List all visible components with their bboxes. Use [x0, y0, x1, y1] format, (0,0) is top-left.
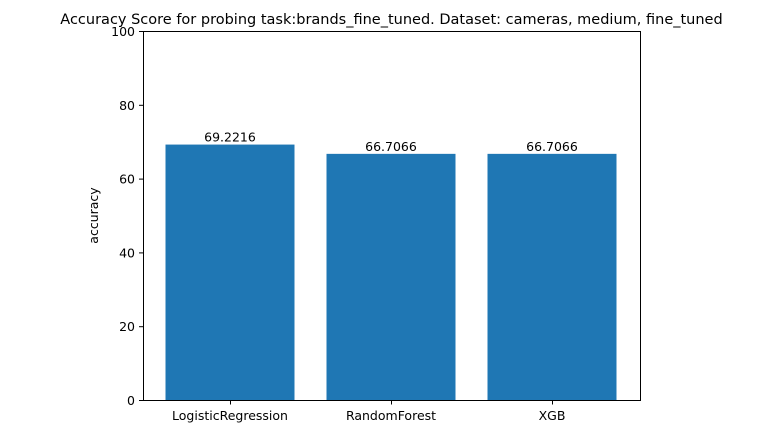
y-tick-label: 60: [119, 172, 135, 187]
bar-value-label: 66.7066: [526, 139, 578, 154]
y-tick-label: 80: [119, 98, 135, 113]
bar-xgb: [487, 153, 617, 400]
y-axis-label: accuracy: [86, 187, 101, 244]
x-axis: LogisticRegression RandomForest XGB: [172, 400, 566, 423]
y-tick-label: 40: [119, 245, 135, 260]
y-axis: 0 20 40 60 80 100: [111, 24, 143, 408]
value-labels-layer: 69.2216 66.7066 66.7066: [204, 130, 578, 154]
x-tick-label: RandomForest: [346, 408, 436, 423]
x-tick-label: LogisticRegression: [172, 408, 288, 423]
bar-randomforest: [326, 153, 456, 400]
plot-frame: [143, 31, 641, 401]
y-tick-label: 0: [127, 393, 135, 408]
y-tick-label: 20: [119, 319, 135, 334]
bar-logisticregression: [165, 144, 295, 400]
bar-value-label: 69.2216: [204, 130, 256, 145]
x-tick-label: XGB: [539, 408, 566, 423]
bars-layer: [165, 144, 617, 400]
y-tick-label: 100: [111, 24, 135, 39]
bar-value-label: 66.7066: [365, 139, 417, 154]
chart-title: Accuracy Score for probing task:brands_f…: [60, 12, 722, 28]
